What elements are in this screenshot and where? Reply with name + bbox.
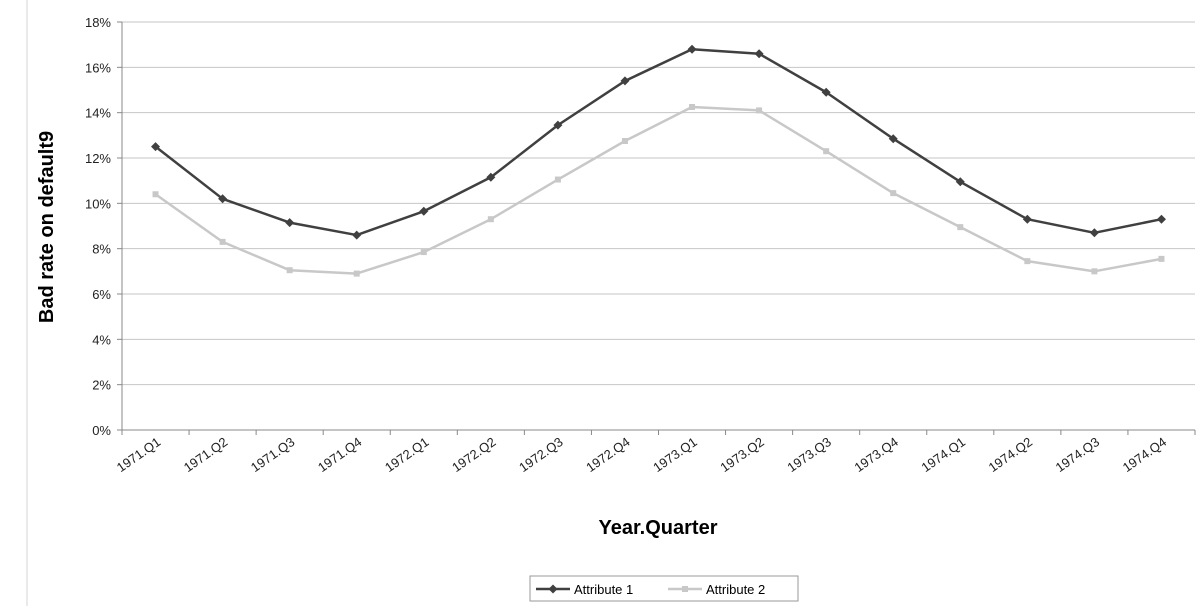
x-tick-label: 1973.Q2 xyxy=(717,434,766,475)
data-point-attribute-1 xyxy=(1022,214,1032,224)
y-axis-label: Bad rate on default9 xyxy=(36,131,58,323)
data-point-attribute-2 xyxy=(487,216,494,223)
legend-label-attribute-1: Attribute 1 xyxy=(574,582,633,597)
x-tick-label: 1971.Q3 xyxy=(248,434,297,475)
gridlines xyxy=(122,21,1195,386)
x-tick-label: 1973.Q4 xyxy=(851,434,900,475)
y-tick-label: 0% xyxy=(92,423,111,438)
data-point-attribute-2 xyxy=(286,267,293,274)
legend-marker-attribute-2 xyxy=(682,586,688,592)
data-point-attribute-2 xyxy=(420,249,427,256)
x-tick-label: 1972.Q2 xyxy=(449,434,498,475)
y-tick-label: 6% xyxy=(92,287,111,302)
data-point-attribute-2 xyxy=(353,270,360,277)
x-tick-label: 1971.Q4 xyxy=(315,434,364,475)
data-point-attribute-1 xyxy=(151,142,161,152)
data-point-attribute-2 xyxy=(1091,268,1098,275)
data-point-attribute-2 xyxy=(219,238,226,245)
y-tick-label: 16% xyxy=(85,60,111,75)
data-point-attribute-2 xyxy=(689,104,696,110)
x-tick-label: 1971.Q2 xyxy=(181,434,230,475)
y-tick-label: 8% xyxy=(92,242,111,257)
y-tick-label: 10% xyxy=(85,196,111,211)
series-line-attribute-2 xyxy=(154,105,1162,275)
data-point-attribute-1 xyxy=(821,87,831,97)
x-tick-label: 1974.Q1 xyxy=(919,434,968,475)
legend-box xyxy=(529,575,799,602)
series-line-attribute-1 xyxy=(154,47,1162,237)
x-tick-label: 1974.Q4 xyxy=(1120,434,1169,475)
data-point-attribute-1 xyxy=(1156,214,1166,224)
x-tick-label: 1973.Q1 xyxy=(650,434,699,475)
data-point-attribute-2 xyxy=(756,107,763,114)
data-point-attribute-2 xyxy=(621,138,628,144)
data-point-attribute-1 xyxy=(285,218,295,228)
data-point-attribute-1 xyxy=(553,120,563,130)
x-tick-label: 1972.Q3 xyxy=(516,434,565,475)
data-point-attribute-1 xyxy=(1089,228,1099,238)
y-tick-label: 14% xyxy=(85,106,111,121)
data-point-attribute-2 xyxy=(1158,255,1165,262)
x-tick-label: 1972.Q1 xyxy=(382,434,431,475)
y-tick-labels: 0% 2% 4% 6% 8% 10% 12% 14% 16% 18% xyxy=(85,15,111,438)
x-tick-label: 1971.Q1 xyxy=(114,434,163,475)
axes xyxy=(117,21,1196,435)
x-tick-label: 1974.Q2 xyxy=(986,434,1035,475)
data-point-attribute-2 xyxy=(554,176,561,183)
x-tick-label: 1972.Q4 xyxy=(583,434,632,475)
data-point-attribute-1 xyxy=(955,177,965,187)
data-point-attribute-2 xyxy=(823,148,830,155)
y-tick-label: 4% xyxy=(92,332,111,347)
legend-marker-attribute-1 xyxy=(548,584,558,594)
data-point-attribute-2 xyxy=(890,190,897,197)
x-tick-labels: 1971.Q1 1971.Q2 1971.Q3 1971.Q4 1972.Q1 1972.… xyxy=(114,434,1169,475)
data-point-attribute-2 xyxy=(152,191,159,198)
data-point-attribute-1 xyxy=(218,194,228,204)
data-point-attribute-1 xyxy=(888,134,898,144)
data-point-attribute-1 xyxy=(620,76,630,86)
data-point-attribute-1 xyxy=(486,172,496,182)
legend: Attribute 1 Attribute 2 xyxy=(529,575,799,602)
data-point-attribute-1 xyxy=(419,206,429,216)
y-tick-label: 18% xyxy=(85,15,111,30)
data-point-attribute-2 xyxy=(1024,258,1031,265)
data-point-attribute-1 xyxy=(754,49,764,59)
x-tick-label: 1974.Q3 xyxy=(1053,434,1102,475)
y-tick-label: 12% xyxy=(85,151,111,166)
x-axis-label: Year.Quarter xyxy=(599,517,718,539)
y-tick-label: 2% xyxy=(92,378,111,393)
data-point-attribute-1 xyxy=(352,230,362,240)
x-tick-label: 1973.Q3 xyxy=(784,434,833,475)
series-group xyxy=(151,44,1166,277)
legend-label-attribute-2: Attribute 2 xyxy=(706,582,765,597)
data-point-attribute-1 xyxy=(687,44,697,54)
data-point-attribute-2 xyxy=(957,224,964,231)
